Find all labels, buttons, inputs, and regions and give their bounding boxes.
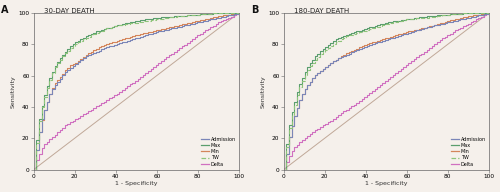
Text: 180-DAY DEATH: 180-DAY DEATH <box>294 8 349 14</box>
Legend: Admission, Max, Min, TW, Delta: Admission, Max, Min, TW, Delta <box>450 136 486 167</box>
Legend: Admission, Max, Min, TW, Delta: Admission, Max, Min, TW, Delta <box>200 136 236 167</box>
Y-axis label: Sensitivity: Sensitivity <box>10 75 16 108</box>
Text: B: B <box>251 5 258 15</box>
Y-axis label: Sensitivity: Sensitivity <box>260 75 266 108</box>
Text: 30-DAY DEATH: 30-DAY DEATH <box>44 8 94 14</box>
X-axis label: 1 - Specificity: 1 - Specificity <box>365 181 408 186</box>
Text: A: A <box>1 5 8 15</box>
X-axis label: 1 - Specificity: 1 - Specificity <box>115 181 158 186</box>
